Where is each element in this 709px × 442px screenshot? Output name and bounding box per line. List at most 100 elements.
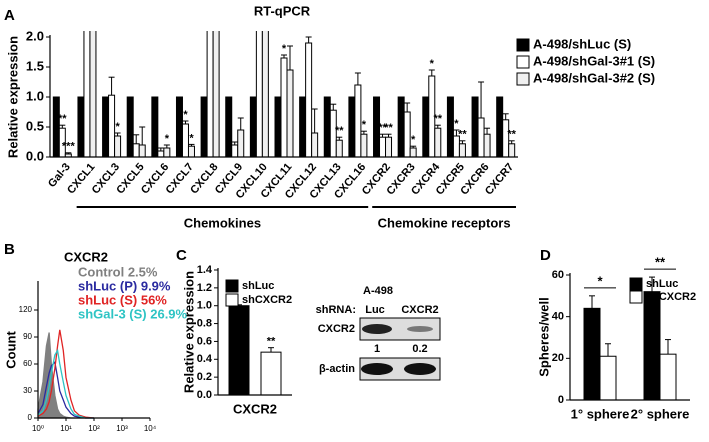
legend-label: shLuc (P) 9.9% <box>78 278 171 293</box>
value-label: * <box>454 118 459 130</box>
bar <box>379 136 387 158</box>
quantification: 1 <box>374 343 380 355</box>
bar <box>261 31 269 158</box>
bar <box>52 96 60 158</box>
y-tick-label: 1.0 <box>26 88 44 103</box>
y-tick-label: 40 <box>552 311 564 323</box>
bar <box>151 96 159 158</box>
significance-label: ** <box>655 255 666 270</box>
group-label: Chemokine receptors <box>378 215 511 230</box>
bar <box>228 305 250 396</box>
legend-swatch <box>225 293 239 307</box>
y-tick-label: 0 <box>558 394 564 406</box>
row-label: CXCR2 <box>318 323 355 335</box>
value-label: *** <box>62 141 76 153</box>
x-tick-label: 2° sphere <box>631 406 690 421</box>
legend-swatch <box>629 277 643 291</box>
bar <box>409 147 417 158</box>
bars <box>228 304 282 396</box>
group-label: Chemokines <box>184 215 261 230</box>
bar <box>280 57 288 158</box>
bar <box>237 129 245 158</box>
bar <box>434 127 442 158</box>
bar <box>348 96 356 158</box>
y-tick-label: 0.8 <box>197 317 212 329</box>
bar <box>212 31 220 158</box>
legend-label: shCXCR2 <box>646 291 696 303</box>
y-tick-label: 90 <box>23 332 32 341</box>
y-tick-label: 0.0 <box>197 389 212 401</box>
y-tick-label: 30 <box>23 386 32 395</box>
bar <box>260 351 282 396</box>
bar <box>583 307 601 401</box>
value-label: ** <box>458 129 467 141</box>
lane-label: Luc <box>365 304 385 316</box>
chart-title: CXCR2 <box>64 249 108 264</box>
value-label: ** <box>507 129 516 141</box>
y-tick-label: 0 <box>28 413 33 422</box>
legend-label: Control 2.5% <box>78 264 158 279</box>
legend-swatch <box>516 38 530 52</box>
value-label: * <box>411 134 416 146</box>
legend-label: shLuc <box>646 278 678 290</box>
panel-label: B <box>4 241 15 258</box>
legend-swatch <box>516 55 530 69</box>
panel-label: D <box>540 247 551 264</box>
western-blot: A-498 shRNA: Luc CXCR2 CXCR2 β-actin 1 0… <box>316 285 441 381</box>
x-tick-label: 1° sphere <box>571 406 630 421</box>
y-tick-label: 2.0 <box>26 28 44 43</box>
y-tick-label: 60 <box>552 269 564 281</box>
legend-label: A-498/shGal-3#2 (S) <box>533 70 655 85</box>
bar <box>471 96 479 158</box>
value-label: * <box>165 133 170 145</box>
legend-label: A-498/shLuc (S) <box>533 36 631 51</box>
bar <box>102 96 110 158</box>
bar <box>385 136 393 158</box>
line <box>37 360 94 419</box>
band <box>362 324 392 334</box>
bar <box>659 353 677 401</box>
bar <box>181 123 189 158</box>
bar <box>175 96 183 158</box>
value-label: ** <box>267 336 276 348</box>
bar <box>305 42 313 158</box>
bar <box>286 69 294 158</box>
y-tick-label: 0.0 <box>26 148 44 163</box>
band <box>407 326 433 332</box>
bar <box>477 117 485 158</box>
bar <box>163 147 171 158</box>
cell-line: A-498 <box>363 285 393 297</box>
row-label: β-actin <box>319 363 355 375</box>
bar <box>446 96 454 158</box>
y-axis-label: Spheres/well <box>536 297 551 376</box>
y-tick-label: 120 <box>19 305 33 314</box>
x-tick-label: 10⁰ <box>32 424 44 433</box>
legend-label: shLuc (S) 56% <box>78 292 167 307</box>
y-tick-label: 1.2 <box>197 282 212 294</box>
bar <box>200 96 208 158</box>
bar <box>108 94 116 158</box>
value-label: * <box>115 121 120 133</box>
bar <box>323 96 331 158</box>
bar <box>311 132 319 158</box>
bar <box>157 150 165 158</box>
bar <box>299 96 307 158</box>
line <box>37 329 95 419</box>
bar <box>249 96 257 158</box>
band <box>361 363 393 375</box>
lane-label: CXCR2 <box>401 304 438 316</box>
y-tick-label: 1.5 <box>26 58 44 73</box>
bar <box>132 143 140 158</box>
value-label: ** <box>378 122 387 134</box>
bar <box>508 143 516 158</box>
band <box>404 363 436 375</box>
y-tick-label: 20 <box>552 352 564 364</box>
y-tick-label: 0.4 <box>197 353 213 365</box>
panel-label: C <box>176 247 187 264</box>
y-axis-label: Relative expression <box>5 36 20 158</box>
legend-swatch <box>629 290 643 304</box>
blot-box <box>359 317 441 341</box>
bar <box>187 145 195 158</box>
y-tick-label: 0.2 <box>197 371 212 383</box>
